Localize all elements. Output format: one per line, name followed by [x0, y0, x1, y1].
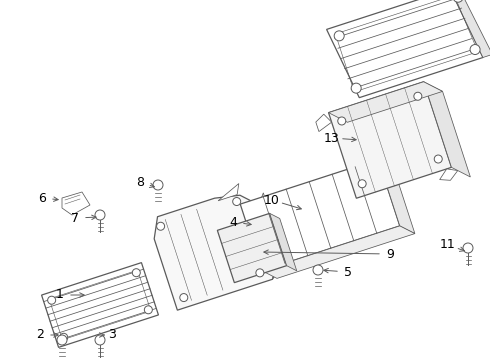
Polygon shape	[327, 0, 483, 98]
Circle shape	[60, 333, 68, 341]
Circle shape	[95, 210, 105, 220]
Circle shape	[313, 265, 323, 275]
Text: 13: 13	[324, 131, 340, 144]
Circle shape	[351, 83, 361, 93]
Text: 7: 7	[71, 211, 79, 225]
Polygon shape	[450, 0, 490, 58]
Polygon shape	[424, 82, 470, 177]
Polygon shape	[316, 114, 332, 131]
Polygon shape	[218, 213, 287, 283]
Polygon shape	[328, 82, 451, 198]
Circle shape	[414, 92, 422, 100]
Polygon shape	[62, 192, 90, 215]
Polygon shape	[259, 193, 286, 279]
Text: 11: 11	[440, 238, 456, 252]
Text: 2: 2	[36, 328, 44, 342]
Text: 1: 1	[56, 288, 64, 302]
Polygon shape	[270, 213, 297, 271]
Polygon shape	[328, 82, 442, 122]
Circle shape	[334, 31, 344, 41]
Polygon shape	[42, 263, 158, 347]
Circle shape	[57, 335, 67, 345]
Circle shape	[180, 293, 188, 302]
Text: 4: 4	[229, 216, 237, 229]
Polygon shape	[218, 184, 239, 201]
Circle shape	[338, 117, 346, 125]
Circle shape	[157, 222, 165, 230]
Circle shape	[95, 335, 105, 345]
Text: 6: 6	[38, 192, 46, 204]
Circle shape	[132, 269, 140, 277]
Circle shape	[463, 243, 473, 253]
Circle shape	[145, 306, 152, 314]
Text: 5: 5	[344, 266, 352, 279]
Polygon shape	[378, 159, 415, 234]
Polygon shape	[240, 159, 400, 271]
Circle shape	[48, 296, 56, 304]
Circle shape	[453, 0, 463, 2]
Circle shape	[256, 269, 264, 277]
Circle shape	[470, 45, 480, 54]
Polygon shape	[440, 169, 458, 180]
Text: 8: 8	[136, 175, 144, 189]
Polygon shape	[262, 226, 415, 278]
Text: 3: 3	[108, 328, 116, 342]
Polygon shape	[154, 195, 277, 310]
Circle shape	[434, 155, 442, 163]
Text: 10: 10	[264, 194, 280, 207]
Circle shape	[233, 198, 241, 206]
Circle shape	[153, 180, 163, 190]
Text: 9: 9	[386, 248, 394, 261]
Circle shape	[358, 180, 366, 188]
